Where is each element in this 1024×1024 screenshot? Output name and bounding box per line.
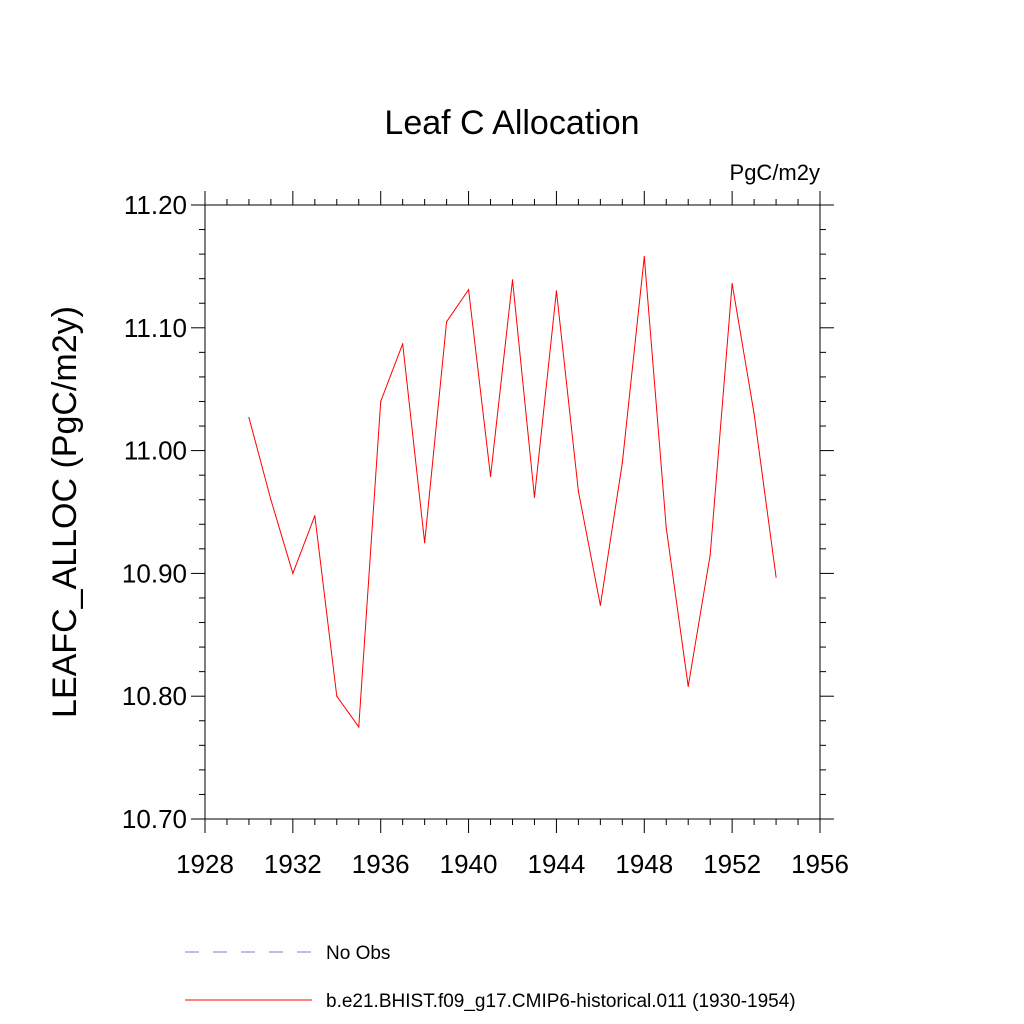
- data-point: [446, 321, 448, 323]
- data-point: [358, 726, 360, 728]
- data-point: [270, 499, 272, 501]
- legend: No Obs b.e21.BHIST.f09_g17.CMIP6-historic…: [185, 943, 796, 1012]
- axis-ticks: [191, 191, 834, 833]
- data-point: [555, 290, 558, 292]
- data-point: [687, 685, 689, 687]
- data-point: [314, 515, 316, 517]
- data-point: [489, 475, 492, 477]
- y-tick-label: 11.10: [124, 313, 187, 343]
- data-point: [753, 413, 755, 415]
- x-tick-label: 1948: [615, 849, 673, 879]
- x-tick-label: 1940: [440, 849, 498, 879]
- data-point: [380, 400, 382, 403]
- y-tick-label: 11.00: [124, 436, 187, 466]
- x-tick-label: 1952: [703, 849, 761, 879]
- data-point: [665, 527, 667, 529]
- y-tick-label: 10.70: [122, 804, 187, 834]
- x-tick-label: 1932: [264, 849, 322, 879]
- chart-title: Leaf C Allocation: [384, 104, 639, 142]
- x-tick-label: 1956: [791, 849, 849, 879]
- y-tick-label: 10.90: [122, 558, 187, 588]
- series-line-1: [248, 256, 777, 729]
- data-point: [621, 462, 623, 464]
- data-point: [731, 282, 733, 285]
- series-layer: [248, 255, 777, 729]
- data-point: [248, 416, 250, 419]
- data-point: [709, 554, 711, 556]
- data-point: [577, 490, 579, 492]
- data-point: [775, 576, 777, 578]
- y-axis-label: LEAFC_ALLOC (PgC/m2y): [46, 306, 84, 718]
- data-point: [402, 343, 404, 345]
- legend-label-0: No Obs: [326, 943, 390, 964]
- legend-label-1: b.e21.BHIST.f09_g17.CMIP6-historical.011…: [326, 991, 796, 1012]
- units-label: PgC/m2y: [730, 160, 820, 185]
- data-point: [467, 289, 470, 291]
- data-point: [643, 255, 645, 258]
- y-tick-label: 11.20: [124, 190, 187, 220]
- data-point: [424, 542, 426, 544]
- y-tick-label: 10.80: [122, 681, 187, 711]
- data-point: [292, 572, 294, 575]
- plot-frame: [204, 204, 821, 820]
- data-point: [533, 496, 536, 498]
- x-tick-label: 1928: [176, 849, 234, 879]
- data-point: [511, 279, 514, 281]
- x-tick-label: 1944: [528, 849, 586, 879]
- x-tick-label: 1936: [352, 849, 410, 879]
- data-point: [599, 604, 601, 606]
- axis-tick-labels: 1928 1932 1936 1940 1944 1948 1952 1956 10.70 10.…: [122, 190, 849, 879]
- data-point: [336, 695, 338, 697]
